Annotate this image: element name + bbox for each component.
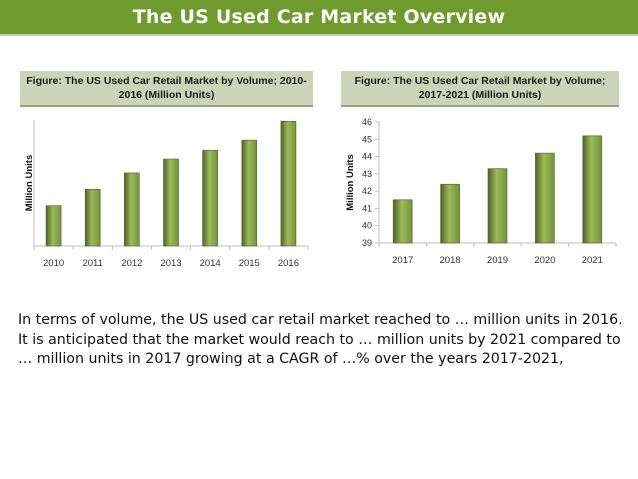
figure-header-right: Figure: The US Used Car Retail Market by… [341, 71, 619, 107]
bar-2018 [440, 183, 460, 244]
y-axis-title: Million Units [24, 155, 35, 211]
summary-paragraph: In terms of volume, the US used car reta… [18, 312, 623, 367]
x-tick-label: 2014 [200, 258, 221, 269]
chart-volume-2017-2021: 39 40 41 42 43 44 45 46 2017 2018 2019 2020 2021 Mill… [345, 117, 617, 266]
chart-volume-2010-2016: 2010 2011 2012 2013 2014 2015 2016 Million Unit… [24, 120, 309, 269]
title-bar: The US Used Car Market Overview [0, 0, 638, 36]
bar-2016 [280, 120, 297, 247]
x-tick-label: 2018 [440, 255, 461, 266]
bar-2012 [124, 172, 140, 247]
y-tick-label: 39 [362, 238, 372, 248]
x-tick-label: 2011 [82, 258, 102, 269]
y-axis-title: Million Units [345, 154, 356, 210]
x-tick-label: 2017 [392, 255, 413, 266]
figure-header-left: Figure: The US Used Car Retail Market by… [20, 71, 313, 107]
page-title: The US Used Car Market Overview [132, 6, 506, 28]
x-tick-label: 2020 [534, 255, 555, 266]
x-tick-label: 2021 [582, 255, 603, 266]
x-tick-label: 2012 [121, 258, 142, 269]
x-tick-label: 2015 [239, 258, 260, 269]
bar-2020 [535, 152, 555, 244]
bar-2014 [202, 149, 218, 247]
y-tick-label: 44 [362, 152, 372, 162]
bar-2015 [241, 139, 258, 247]
y-tick-label: 43 [362, 169, 372, 179]
y-tick-label: 40 [362, 221, 372, 231]
y-tick-label: 41 [362, 203, 372, 213]
x-tick-label: 2016 [278, 258, 299, 269]
bar-2010 [45, 205, 62, 247]
y-tick-label: 46 [362, 117, 372, 127]
y-tick-label: 42 [362, 186, 372, 196]
bar-2017 [392, 199, 413, 244]
x-tick-label: 2010 [43, 258, 64, 269]
bar-2019 [487, 168, 508, 244]
x-tick-label: 2019 [487, 255, 508, 266]
y-tick-label: 45 [362, 134, 372, 144]
bar-2011 [84, 189, 101, 247]
bar-2021 [582, 135, 603, 244]
x-tick-label: 2013 [160, 258, 181, 269]
bar-2013 [163, 158, 179, 247]
